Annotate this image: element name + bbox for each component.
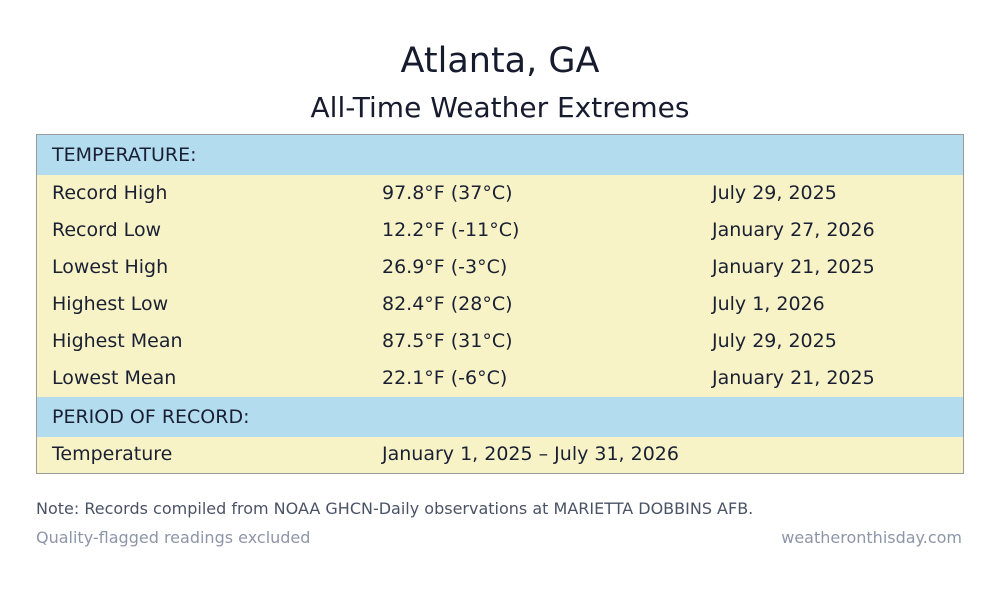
section-header-period: PERIOD OF RECORD: xyxy=(37,397,963,437)
record-name: Temperature xyxy=(52,443,173,465)
record-value: 12.2°F (-11°C) xyxy=(382,219,520,241)
table-row: Lowest Mean 22.1°F (-6°C) January 21, 20… xyxy=(37,360,963,397)
section-label: PERIOD OF RECORD: xyxy=(52,406,250,428)
record-value: 82.4°F (28°C) xyxy=(382,293,513,315)
record-value: 26.9°F (-3°C) xyxy=(382,256,508,278)
record-value: 87.5°F (31°C) xyxy=(382,330,513,352)
record-date: January 27, 2026 xyxy=(712,219,875,241)
record-value: January 1, 2025 – July 31, 2026 xyxy=(382,443,679,465)
section-label: TEMPERATURE: xyxy=(52,144,197,166)
table-row: Lowest High 26.9°F (-3°C) January 21, 20… xyxy=(37,249,963,286)
page-subtitle: All-Time Weather Extremes xyxy=(310,91,690,124)
source-note: Note: Records compiled from NOAA GHCN-Da… xyxy=(36,499,754,518)
record-date: July 29, 2025 xyxy=(712,182,837,204)
table-row: Record High 97.8°F (37°C) July 29, 2025 xyxy=(37,175,963,212)
record-date: January 21, 2025 xyxy=(712,256,875,278)
record-name: Lowest High xyxy=(52,256,169,278)
record-date: January 21, 2025 xyxy=(712,367,875,389)
record-date: July 29, 2025 xyxy=(712,330,837,352)
table-row: Highest Low 82.4°F (28°C) July 1, 2026 xyxy=(37,286,963,323)
table-row: Highest Mean 87.5°F (31°C) July 29, 2025 xyxy=(37,323,963,360)
record-name: Record High xyxy=(52,182,168,204)
record-name: Record Low xyxy=(52,219,162,241)
record-value: 97.8°F (37°C) xyxy=(382,182,513,204)
quality-note: Quality-flagged readings excluded xyxy=(36,528,311,547)
record-name: Lowest Mean xyxy=(52,367,177,389)
table-row: Temperature January 1, 2025 – July 31, 2… xyxy=(37,436,963,473)
record-name: Highest Low xyxy=(52,293,169,315)
record-name: Highest Mean xyxy=(52,330,183,352)
extremes-table: TEMPERATURE: Record High 97.8°F (37°C) J… xyxy=(36,134,964,474)
page-title: Atlanta, GA xyxy=(400,41,600,81)
site-credit: weatheronthisday.com xyxy=(781,528,962,547)
section-header-temperature: TEMPERATURE: xyxy=(37,135,963,175)
record-value: 22.1°F (-6°C) xyxy=(382,367,508,389)
record-date: July 1, 2026 xyxy=(712,293,825,315)
table-row: Record Low 12.2°F (-11°C) January 27, 20… xyxy=(37,212,963,249)
